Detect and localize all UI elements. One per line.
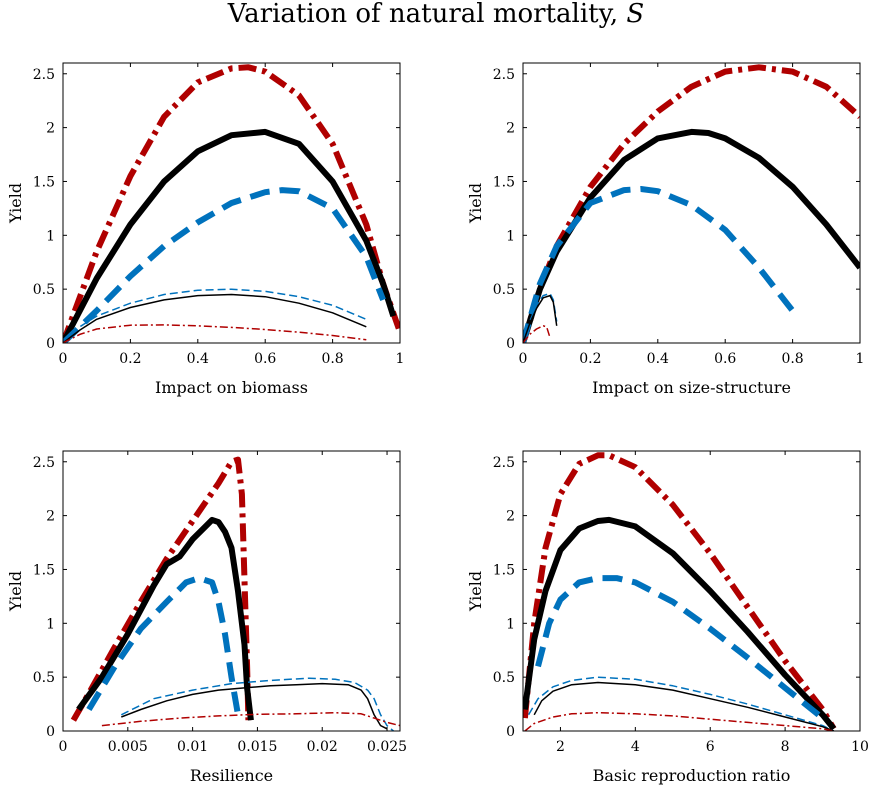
x-tick-label: 0.4 <box>187 351 209 367</box>
series-line-6 <box>101 711 400 727</box>
y-tick-label: 0 <box>46 724 55 740</box>
y-tick-label: 1.5 <box>493 174 515 190</box>
series-line-1 <box>70 456 252 722</box>
x-tick-label: 0.8 <box>321 351 343 367</box>
series-line-2 <box>523 516 837 731</box>
series-group <box>523 64 860 343</box>
series-line-6 <box>523 325 551 343</box>
x-tick-label: 0.6 <box>714 351 736 367</box>
series-line-4 <box>120 677 394 731</box>
x-tick-label: 10 <box>851 739 869 755</box>
x-axis-label: Impact on biomass <box>155 378 308 397</box>
series-line-2 <box>63 128 397 343</box>
panel-1: 0 0.2 0.4 0.6 0.8 1 0 0.5 1 1.5 2 2.5 Impact on biom… <box>6 62 405 397</box>
x-tick-label: 0.015 <box>237 739 277 755</box>
panel-4: 2 4 6 8 10 0 0.5 1 1.5 2 2.5 Basic reproduction rat… <box>466 450 869 785</box>
y-tick-label: 0 <box>506 724 515 740</box>
x-axis-label: Impact on size-structure <box>592 378 791 397</box>
figure-title-text: Variation of natural mortality, <box>227 0 627 29</box>
panel-2: 0 0.2 0.4 0.6 0.8 1 0 0.5 1 1.5 2 2.5 Impact on size… <box>466 62 865 397</box>
x-tick-label: 0.02 <box>307 739 338 755</box>
x-tick-label: 0.4 <box>647 351 669 367</box>
y-tick-label: 0.5 <box>493 282 515 298</box>
x-axis-label: Resilience <box>190 766 273 785</box>
x-tick-label: 0.8 <box>781 351 803 367</box>
y-axis-label: Yield <box>466 183 485 224</box>
axes-box <box>62 62 401 344</box>
y-axis-label: Yield <box>6 571 25 612</box>
series-line-1 <box>523 452 837 731</box>
series-group <box>523 452 837 731</box>
x-tick-label: 6 <box>706 739 715 755</box>
x-tick-label: 0.005 <box>108 739 148 755</box>
series-line-3 <box>535 575 825 721</box>
y-tick-label: 2 <box>506 509 515 525</box>
figure-title-symbol: S <box>626 0 644 29</box>
axes-box <box>62 450 401 732</box>
series-line-3 <box>86 575 241 716</box>
y-tick-label: 1.5 <box>493 562 515 578</box>
x-tick-label: 0 <box>519 351 528 367</box>
y-tick-label: 0.5 <box>33 670 55 686</box>
y-tick-label: 2 <box>46 121 55 137</box>
series-line-4 <box>523 292 558 343</box>
x-tick-label: 0.025 <box>367 739 407 755</box>
y-tick-label: 1 <box>46 228 55 244</box>
y-tick-label: 1 <box>506 228 515 244</box>
x-tick-label: 0.01 <box>177 739 208 755</box>
figure-title: Variation of natural mortality, S <box>227 0 644 29</box>
y-tick-label: 1.5 <box>33 562 55 578</box>
x-tick-label: 8 <box>781 739 790 755</box>
series-line-6 <box>524 711 834 731</box>
series-line-2 <box>523 128 860 343</box>
series-line-4 <box>63 288 367 343</box>
x-tick-label: 4 <box>631 739 640 755</box>
series-line-2 <box>76 516 254 721</box>
x-tick-label: 1 <box>396 351 405 367</box>
y-tick-label: 2 <box>506 121 515 137</box>
series-line-5 <box>121 682 388 730</box>
y-axis-label: Yield <box>6 183 25 224</box>
y-tick-label: 2.5 <box>493 455 515 471</box>
x-tick-label: 0.6 <box>254 351 276 367</box>
series-line-1 <box>63 64 400 343</box>
y-tick-label: 1 <box>506 616 515 632</box>
series-line-3 <box>63 187 386 343</box>
y-tick-label: 2.5 <box>33 455 55 471</box>
series-group <box>63 64 400 343</box>
y-tick-label: 0 <box>46 336 55 352</box>
x-axis-label: Basic reproduction ratio <box>593 766 791 785</box>
x-tick-label: 0 <box>59 739 68 755</box>
y-tick-label: 2 <box>46 509 55 525</box>
y-tick-label: 1 <box>46 616 55 632</box>
y-tick-label: 0 <box>506 336 515 352</box>
series-line-5 <box>63 293 367 343</box>
x-tick-label: 0.2 <box>119 351 141 367</box>
x-tick-label: 0.2 <box>579 351 601 367</box>
panel-3: 0 0.005 0.01 0.015 0.02 0.025 0 0.5 1 1.5 2 2.5 Resi… <box>6 450 407 785</box>
series-line-3 <box>523 186 795 343</box>
y-tick-label: 2.5 <box>33 67 55 83</box>
series-line-5 <box>533 681 835 731</box>
series-line-4 <box>527 676 835 731</box>
series-line-6 <box>63 324 367 343</box>
y-tick-label: 1.5 <box>33 174 55 190</box>
series-group <box>70 456 400 731</box>
y-tick-label: 2.5 <box>493 67 515 83</box>
series-line-5 <box>523 294 558 343</box>
y-axis-label: Yield <box>466 571 485 612</box>
axes-box <box>522 450 861 732</box>
y-tick-label: 0.5 <box>493 670 515 686</box>
axes-box <box>522 62 861 344</box>
x-tick-label: 0 <box>59 351 68 367</box>
x-tick-label: 2 <box>556 739 565 755</box>
y-tick-label: 0.5 <box>33 282 55 298</box>
x-tick-label: 1 <box>856 351 865 367</box>
